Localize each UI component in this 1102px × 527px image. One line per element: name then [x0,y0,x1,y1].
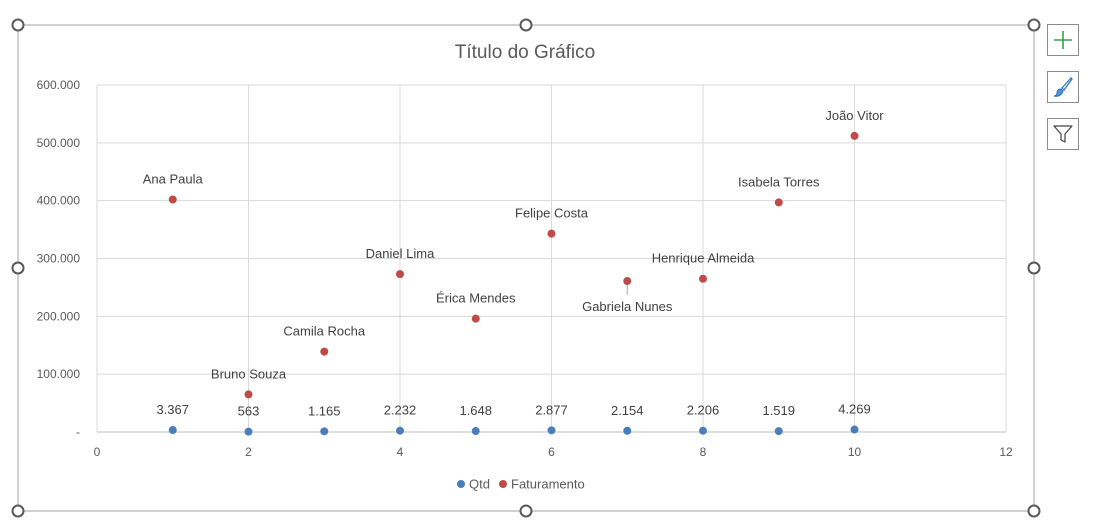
data-point[interactable] [774,427,783,436]
data-label[interactable]: 2.232 [384,403,417,418]
data-label[interactable]: 1.519 [762,403,795,418]
resize-handles[interactable] [11,18,1041,518]
data-point[interactable] [850,131,859,140]
data-point[interactable] [320,347,329,356]
data-label[interactable]: 563 [238,404,260,419]
resize-handle-bottom-left[interactable] [11,504,25,518]
resize-handle-bottom[interactable] [519,504,533,518]
legend[interactable]: Qtd Faturamento [457,477,585,492]
plus-icon [1054,31,1072,49]
data-point[interactable] [168,195,177,204]
axes: - 100.000 200.000 300.000 400.000 500.000 600.… [37,78,1013,459]
resize-handle-top-left[interactable] [11,18,25,32]
data-label[interactable]: Gabriela Nunes [582,299,673,314]
resize-handle-top-right[interactable] [1027,18,1041,32]
resize-handle-left[interactable] [11,261,25,275]
data-point[interactable] [396,270,404,279]
x-tick-label: 2 [245,445,252,459]
legend-label[interactable]: Qtd [469,477,490,492]
data-point[interactable] [774,198,783,207]
data-point[interactable] [320,427,329,436]
data-labels[interactable]: 3.367 563 1.165 2.232 1.648 2.877 2.154 2.206 1.… [143,108,885,419]
x-tick-label: 6 [548,445,555,459]
data-label[interactable]: 2.206 [687,403,720,418]
data-label[interactable]: 1.165 [308,403,341,418]
data-label[interactable]: Ana Paula [143,172,204,187]
y-tick-label: - [76,425,80,439]
resize-handle-right[interactable] [1027,261,1041,275]
data-point[interactable] [623,426,632,435]
data-point[interactable] [471,314,480,323]
data-point[interactable] [168,426,177,435]
chart-styles-button[interactable] [1047,71,1079,103]
data-point[interactable] [244,427,253,436]
data-label[interactable]: Daniel Lima [366,246,435,261]
resize-handle-bottom-right[interactable] [1027,504,1041,518]
legend-marker [499,480,507,488]
chart-elements-button[interactable] [1047,24,1079,56]
data-label[interactable]: Érica Mendes [436,291,516,306]
data-point[interactable] [471,427,480,436]
data-label[interactable]: Isabela Torres [738,174,820,189]
data-point[interactable] [623,277,632,286]
chart-selection-border [17,24,1035,512]
data-label[interactable]: Camila Rocha [283,324,365,339]
data-label[interactable]: João Vitor [825,108,884,123]
data-point[interactable] [850,425,859,434]
brush-icon [1053,77,1073,97]
data-point[interactable] [244,390,253,399]
x-tick-label: 10 [848,445,862,459]
data-label[interactable]: 2.154 [611,403,644,418]
y-tick-label: 100.000 [37,367,81,381]
x-tick-label: 4 [397,445,404,459]
data-label[interactable]: Henrique Almeida [652,251,755,266]
gridlines [96,84,1007,432]
legend-label[interactable]: Faturamento [511,477,585,492]
data-label[interactable]: 4.269 [838,402,871,417]
y-tick-label: 400.000 [37,194,81,208]
data-point[interactable] [396,426,404,435]
y-tick-label: 600.000 [37,78,81,92]
data-label[interactable]: 1.648 [459,403,492,418]
chart-filters-button[interactable] [1047,118,1079,150]
data-point[interactable] [547,229,556,238]
data-point[interactable] [547,426,556,435]
data-points[interactable] [168,131,859,436]
legend-marker [457,480,465,488]
data-label[interactable]: 2.877 [535,402,568,417]
data-label[interactable]: Felipe Costa [515,206,589,221]
y-tick-label: 500.000 [37,136,81,150]
data-label[interactable]: 3.367 [156,402,189,417]
resize-handle-top[interactable] [519,18,533,32]
chart-title[interactable]: Título do Gráfico [455,42,595,63]
x-tick-label: 8 [700,445,707,459]
x-tick-label: 0 [94,445,101,459]
x-tick-label: 12 [999,445,1013,459]
data-point[interactable] [699,426,707,435]
y-tick-label: 300.000 [37,252,81,266]
data-label[interactable]: Bruno Souza [211,366,287,381]
filter-icon [1053,125,1073,143]
data-point[interactable] [699,274,707,283]
y-tick-label: 200.000 [37,309,81,323]
